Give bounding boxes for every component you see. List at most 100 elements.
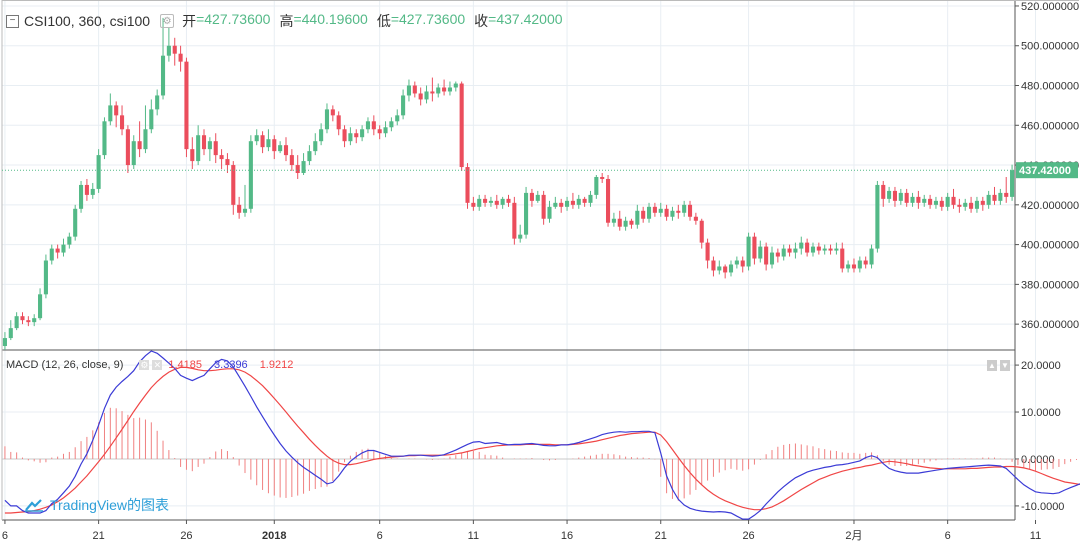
candle-body [887, 190, 892, 199]
candle-body [283, 145, 289, 156]
candle-body [301, 161, 306, 174]
candle-body [758, 246, 763, 259]
candle-body [588, 194, 593, 203]
candle-body [20, 316, 25, 321]
ohlc-high: 高 =440.19600 [279, 11, 368, 29]
macd-label: MACD (12, 26, close, 9) [6, 359, 124, 371]
price-tick-label: 460.000000 [1021, 120, 1079, 132]
candle-body [594, 176, 599, 195]
candle-body [383, 127, 388, 134]
time-tick-label: 6 [2, 530, 8, 542]
ohlc-open: 开 =427.73600 [182, 11, 271, 29]
candle-body [26, 320, 31, 323]
candle-body [471, 202, 476, 207]
candle-body [137, 141, 142, 150]
candle-body [676, 210, 681, 213]
price-tick-label: 420.000000 [1021, 200, 1079, 212]
candle-body [664, 208, 669, 217]
move-down-icon[interactable]: ▼ [1000, 360, 1010, 371]
candle-body [834, 248, 839, 251]
candle-body [8, 328, 13, 339]
candle-body [102, 121, 107, 156]
time-tick-label: 2月 [845, 530, 862, 542]
candle-body [360, 129, 365, 138]
candle-body [389, 121, 394, 128]
candle-body [43, 260, 48, 295]
candle-body [430, 91, 435, 94]
tradingview-cloud-icon [25, 499, 43, 512]
candle-body [541, 194, 546, 219]
price-tick-label: 380.000000 [1021, 279, 1079, 291]
candle-body [442, 87, 447, 92]
candle-body [928, 198, 933, 205]
candle-body [816, 246, 821, 251]
candle-body [611, 218, 616, 223]
macd-signal-value: 1.9212 [259, 359, 294, 371]
candle-body [980, 200, 985, 205]
candle-body [810, 246, 816, 253]
candle-body [330, 109, 335, 116]
candle-body [78, 184, 84, 209]
candle-body [242, 208, 248, 213]
candle-body [752, 236, 757, 259]
candle-body [225, 159, 230, 166]
candle-body [494, 200, 499, 205]
candle-body [846, 264, 851, 269]
candle-body [863, 260, 868, 265]
candle-body [119, 115, 125, 130]
symbol-header: − CSI100, 360, csi100 ⚙ 开 =427.73600 高 =44… [6, 10, 572, 32]
candle-body [711, 260, 716, 271]
candle-body [38, 294, 43, 319]
candle-body [746, 236, 751, 267]
candle-body [295, 165, 300, 174]
candle-body [483, 198, 488, 203]
candle-body [324, 109, 330, 130]
candle-body [723, 266, 728, 273]
price-tick-label: 360.000000 [1021, 319, 1079, 331]
candle-body [734, 260, 739, 265]
close-icon[interactable]: ✕ [152, 359, 163, 370]
candle-body [401, 95, 406, 116]
candle-body [155, 95, 160, 110]
candle-body [424, 91, 429, 100]
candle-body [436, 87, 441, 94]
time-tick-label: 6 [377, 530, 383, 542]
candle-body [775, 252, 780, 257]
candle-body [822, 248, 827, 251]
candle-body [488, 200, 493, 203]
candle-body [201, 135, 207, 150]
watermark[interactable]: TradingView的图表 [24, 495, 169, 515]
macd-tick-label: 0.0000 [1021, 454, 1055, 466]
candle-body [14, 316, 19, 329]
minus-square-icon[interactable]: − [6, 14, 19, 28]
candle-body [131, 141, 136, 166]
candle-body [32, 318, 37, 323]
candle-body [635, 210, 640, 225]
candle-body [553, 202, 558, 207]
time-tick-label: 11 [468, 530, 479, 542]
candle-body [957, 204, 962, 207]
candle-body [547, 206, 552, 219]
settings-icon[interactable]: ⚙ [139, 359, 150, 370]
candle-body [922, 198, 927, 203]
candle-body [904, 192, 909, 203]
candle-body [869, 248, 874, 265]
candle-body [682, 204, 687, 213]
candle-body [939, 200, 944, 207]
macd-hist-value: 1.4185 [168, 359, 203, 371]
candle-body [945, 196, 950, 207]
move-up-icon[interactable]: ▲ [987, 360, 997, 371]
candle-body [213, 141, 218, 156]
candle-body [565, 200, 570, 207]
candle-body [90, 188, 95, 195]
candle-body [652, 206, 657, 213]
gear-icon[interactable]: ⚙ [160, 14, 175, 28]
time-tick-label: 26 [742, 530, 754, 542]
price-tick-label: 520.000000 [1021, 1, 1079, 13]
candle-body [377, 129, 382, 134]
candle-body [828, 248, 833, 251]
candle-body [55, 248, 60, 253]
candle-body [740, 260, 745, 267]
